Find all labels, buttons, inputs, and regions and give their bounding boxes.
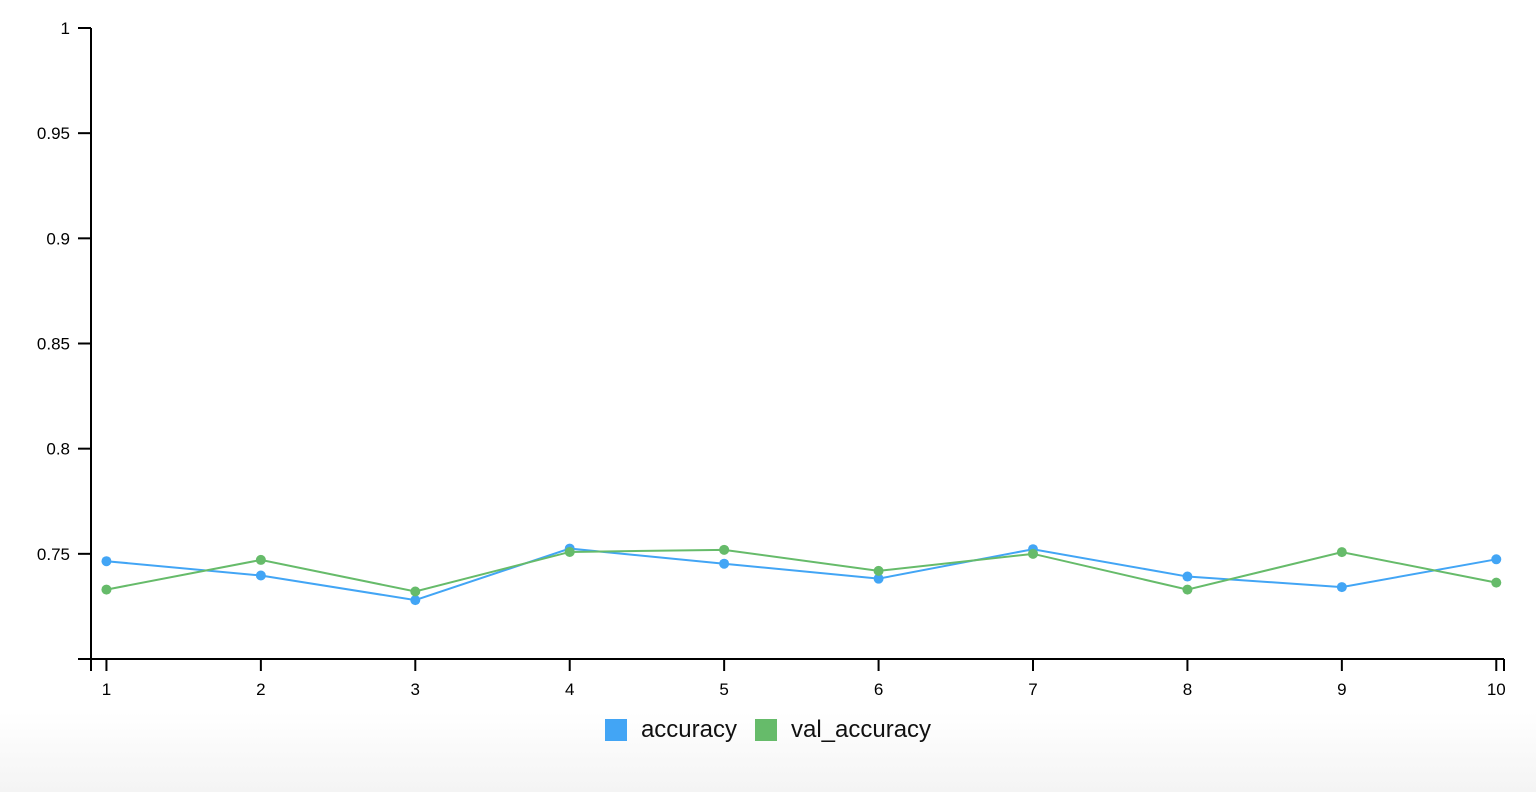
- legend: accuracy val_accuracy: [0, 716, 1536, 744]
- data-point-val-accuracy[interactable]: [1182, 584, 1193, 595]
- y-tick-label: 0.85: [37, 335, 70, 354]
- legend-item-accuracy[interactable]: accuracy: [604, 716, 737, 744]
- series-points: [101, 543, 1502, 606]
- legend-swatch-accuracy: [604, 719, 627, 741]
- data-point-val-accuracy[interactable]: [255, 554, 266, 565]
- y-tick-label: 0.9: [46, 229, 70, 248]
- data-point-accuracy[interactable]: [1491, 554, 1502, 565]
- data-point-accuracy[interactable]: [410, 595, 421, 606]
- data-point-val-accuracy[interactable]: [1336, 547, 1347, 558]
- x-tick-label: 5: [719, 680, 728, 699]
- y-tick-label: 0.8: [46, 440, 70, 459]
- x-tick-label: 10: [1487, 680, 1506, 699]
- data-point-accuracy[interactable]: [255, 570, 266, 581]
- axes: 1 0.95 0.9 0.85 0.8 0.75 1 2 3 4 5 6 7 8 9 10: [37, 19, 1506, 699]
- data-point-val-accuracy[interactable]: [873, 565, 884, 576]
- legend-label-val-accuracy: val_accuracy: [790, 716, 932, 743]
- data-point-accuracy[interactable]: [1182, 571, 1193, 582]
- data-point-val-accuracy[interactable]: [1028, 548, 1038, 559]
- legend-item-val-accuracy[interactable]: val_accuracy: [754, 716, 932, 744]
- legend-label-accuracy: accuracy: [640, 716, 737, 743]
- data-point-val-accuracy[interactable]: [1491, 577, 1502, 588]
- x-tick-label: 3: [411, 680, 420, 699]
- data-point-accuracy[interactable]: [873, 573, 884, 584]
- data-point-val-accuracy[interactable]: [101, 584, 112, 595]
- x-tick-label: 4: [565, 680, 574, 699]
- data-point-val-accuracy[interactable]: [719, 544, 730, 555]
- data-point-accuracy[interactable]: [719, 558, 730, 569]
- x-tick-label: 7: [1028, 680, 1037, 699]
- data-point-accuracy[interactable]: [101, 556, 112, 567]
- y-tick-label: 0.75: [37, 545, 70, 564]
- series-line-accuracy: [106, 547, 1497, 602]
- x-tick-label: 2: [256, 680, 265, 699]
- data-point-val-accuracy[interactable]: [410, 586, 421, 597]
- x-tick-label: 8: [1183, 680, 1192, 699]
- data-point-accuracy[interactable]: [1336, 582, 1347, 593]
- data-point-val-accuracy[interactable]: [564, 546, 575, 557]
- series-lines: [106, 547, 1497, 602]
- x-tick-label: 9: [1337, 680, 1346, 699]
- series-line-val-accuracy: [106, 548, 1497, 593]
- legend-swatch-val-accuracy: [754, 719, 777, 741]
- y-tick-label: 1: [61, 19, 70, 38]
- x-tick-label: 6: [874, 680, 883, 699]
- y-tick-label: 0.95: [37, 124, 70, 143]
- x-tick-label: 1: [102, 680, 111, 699]
- line-chart: 1 0.95 0.9 0.85 0.8 0.75 1 2 3 4 5 6 7 8 9 10: [37, 19, 1506, 699]
